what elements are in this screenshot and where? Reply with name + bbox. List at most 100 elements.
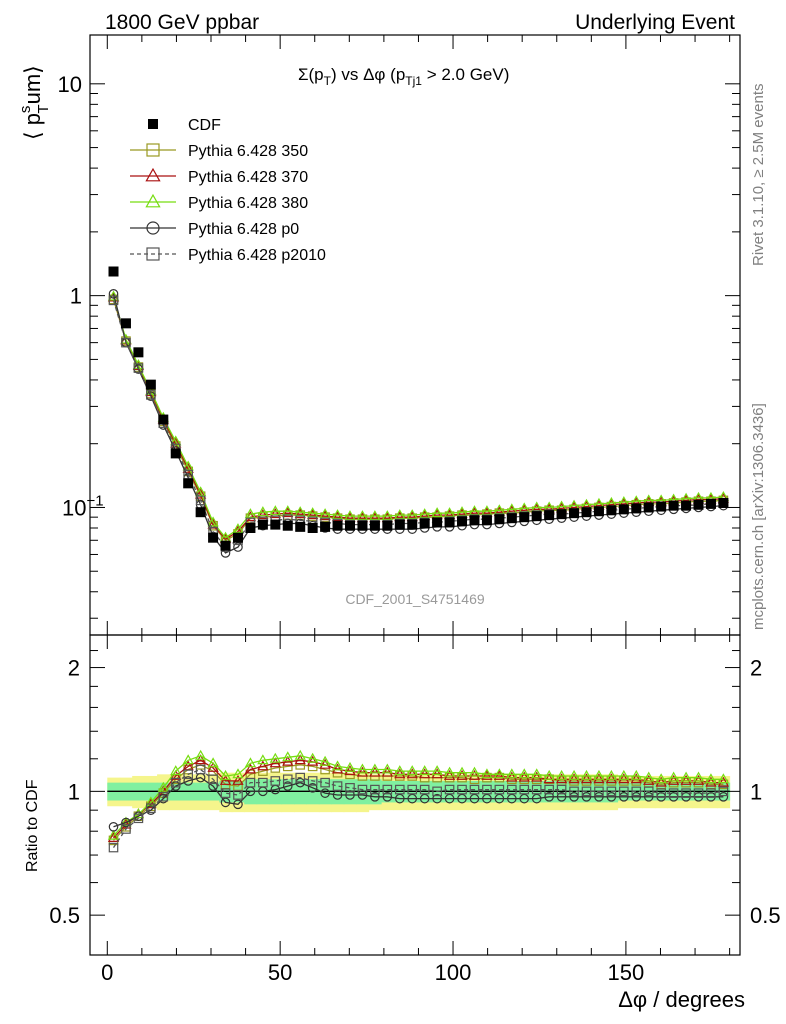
ratio-point xyxy=(345,783,355,793)
ratio-point xyxy=(157,781,169,792)
ratio-point xyxy=(643,774,655,785)
ratio-point xyxy=(232,774,244,785)
ratio-point xyxy=(444,784,455,795)
ratio-point xyxy=(507,784,517,795)
ratio-point xyxy=(556,784,567,795)
ratio-point xyxy=(519,784,530,795)
data-point xyxy=(307,507,319,518)
ratio-point xyxy=(295,772,306,783)
ratio-point xyxy=(370,791,380,802)
ratio-point xyxy=(307,752,319,763)
ratio-point xyxy=(244,757,257,768)
ratio-point xyxy=(581,786,592,797)
ratio-point xyxy=(631,786,642,797)
ratio-plot-frame xyxy=(89,634,741,956)
ratio-point xyxy=(593,773,605,784)
ratio-point xyxy=(121,817,131,828)
ratio-point xyxy=(717,776,730,787)
ratio-series-pythia-6-428-380 xyxy=(107,749,730,840)
legend-item-cdf: CDF xyxy=(148,117,221,134)
data-point xyxy=(220,540,231,551)
ratio-point xyxy=(133,813,144,824)
ratio-point xyxy=(381,766,393,777)
ratio-point xyxy=(456,766,468,777)
data-point xyxy=(432,517,443,528)
ratio-point xyxy=(457,784,467,795)
plot-title: Σ(pT) vs Δφ (pTj1 > 2.0 GeV) xyxy=(298,65,509,88)
ratio-line-pythia-6-428-350 xyxy=(113,764,724,841)
data-point xyxy=(182,462,194,473)
ratio-point xyxy=(643,786,654,797)
header-left: 1800 GeV ppbar xyxy=(105,11,259,34)
data-point xyxy=(269,505,281,516)
legend-marker xyxy=(148,119,158,129)
ratio-point xyxy=(594,786,604,797)
data-point xyxy=(257,509,269,520)
ratio-point xyxy=(482,793,492,804)
ratio-point xyxy=(282,751,294,762)
ratio-line-pythia-6-428-p2010 xyxy=(112,768,724,848)
data-point xyxy=(207,518,219,529)
ratio-point xyxy=(406,768,418,779)
ratio-point xyxy=(594,791,604,802)
data-point xyxy=(544,510,555,521)
ratio-point xyxy=(382,784,393,795)
ratio-point xyxy=(394,793,405,804)
data-point xyxy=(618,504,629,515)
x-tick-label: 100 xyxy=(435,960,472,985)
ratio-point xyxy=(543,773,555,784)
ratio-point xyxy=(356,763,369,774)
legend-item-pythia-6-428-380: Pythia 6.428 380 xyxy=(130,193,308,212)
ratio-point xyxy=(494,784,505,795)
ratio-point xyxy=(456,769,468,780)
ratio-series-pythia-6-428-p2010 xyxy=(108,764,729,853)
data-point xyxy=(382,520,393,531)
data-point xyxy=(394,509,406,520)
legend-label: CDF xyxy=(188,117,221,134)
x-tick-label: 50 xyxy=(268,960,292,985)
ratio-point xyxy=(107,829,120,840)
ratio-point xyxy=(208,781,218,791)
data-point xyxy=(282,520,293,531)
data-point xyxy=(146,390,156,400)
data-point xyxy=(668,500,679,511)
y-tick-label-right: 1 xyxy=(750,779,762,804)
data-point xyxy=(331,509,344,520)
ratio-point xyxy=(270,776,281,786)
ratio-point xyxy=(556,791,567,802)
ratio-point xyxy=(518,768,530,779)
data-point xyxy=(344,510,356,521)
ratio-point xyxy=(681,788,691,798)
data-point xyxy=(443,507,456,518)
data-point xyxy=(718,497,729,508)
data-point xyxy=(282,507,294,518)
ratio-point xyxy=(332,781,343,791)
ratio-point xyxy=(344,761,356,772)
data-point xyxy=(319,510,331,521)
ratio-point xyxy=(320,788,330,798)
ratio-point xyxy=(443,766,456,777)
data-point xyxy=(320,521,331,532)
ratio-point xyxy=(619,786,629,797)
ratio-point xyxy=(655,773,667,784)
data-point xyxy=(531,511,542,522)
data-point xyxy=(133,347,144,358)
data-point xyxy=(133,363,144,373)
ratio-point xyxy=(481,769,493,780)
ratio-point xyxy=(369,766,381,777)
data-point xyxy=(158,414,169,425)
data-point xyxy=(506,513,517,524)
ratio-point xyxy=(146,803,156,813)
data-point xyxy=(519,512,530,523)
legend-marker xyxy=(146,143,160,157)
data-point xyxy=(494,514,505,525)
legend-label: Pythia 6.428 p2010 xyxy=(188,247,326,264)
data-point xyxy=(307,522,318,533)
data-point xyxy=(120,318,131,329)
ratio-point xyxy=(295,777,306,788)
ratio-point xyxy=(307,783,318,793)
legend-label: Pythia 6.428 p0 xyxy=(188,221,299,238)
data-point xyxy=(369,520,380,531)
ratio-point xyxy=(258,777,268,788)
